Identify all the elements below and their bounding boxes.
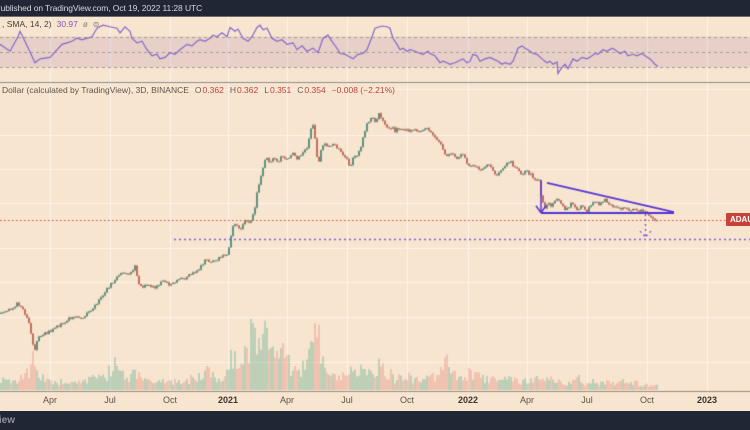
ohlc-item: L 0.351 xyxy=(264,85,292,95)
rsi-indicator-label: , SMA, 14, 2) xyxy=(2,19,52,29)
bottom-bar: TradingView xyxy=(0,411,750,430)
eye-hide-icon[interactable]: ø xyxy=(82,19,88,29)
change-value: −0.008 (−2.21%) xyxy=(331,85,396,95)
time-axis-label: Apr xyxy=(42,395,58,405)
ohlc-item: H 0.362 xyxy=(229,85,259,95)
time-axis-label: Oct xyxy=(399,395,415,405)
time-axis-label: Oct xyxy=(162,395,178,405)
time-axis-label: Jul xyxy=(581,395,593,405)
time-axis-label: Apr xyxy=(279,395,295,405)
ohlc-item: O 0.362 xyxy=(194,85,224,95)
time-axis-label: Jul xyxy=(104,395,116,405)
time-axis-label: 2021 xyxy=(217,395,239,405)
more-options-icon[interactable]: ⊜ xyxy=(92,19,100,29)
ohlc-item: C 0.354 xyxy=(297,85,326,95)
time-axis-label: Apr xyxy=(519,395,535,405)
attribution-bar: Published on TradingView.com, Oct 19, 20… xyxy=(0,0,750,17)
rsi-indicator-value: 30.97 xyxy=(56,19,78,29)
ohlc-values: O 0.362 H 0.362 L 0.351 C 0.354 xyxy=(195,85,326,95)
last-price-label: ADAUSD xyxy=(726,213,750,226)
rsi-indicator-legend[interactable]: , SMA, 14, 2) 30.97 ø ⊜ xyxy=(2,19,99,29)
attribution-text: Published on TradingView.com, Oct 19, 20… xyxy=(0,3,203,13)
time-axis[interactable]: Apr Jul Oct 2021 Apr Jul Oct 2022 Apr Jul Oct 2023 xyxy=(0,392,750,411)
symbol-legend[interactable]: Dollar (calculated by TradingView), 3D, … xyxy=(2,85,395,95)
symbol-title: Dollar (calculated by TradingView), 3D, … xyxy=(2,85,189,95)
time-axis-label: Jul xyxy=(341,395,353,405)
time-axis-label: Oct xyxy=(639,395,655,405)
time-axis-label: 2022 xyxy=(457,395,479,405)
time-axis-label: 2023 xyxy=(696,395,718,405)
tradingview-watermark: TradingView xyxy=(0,415,15,426)
